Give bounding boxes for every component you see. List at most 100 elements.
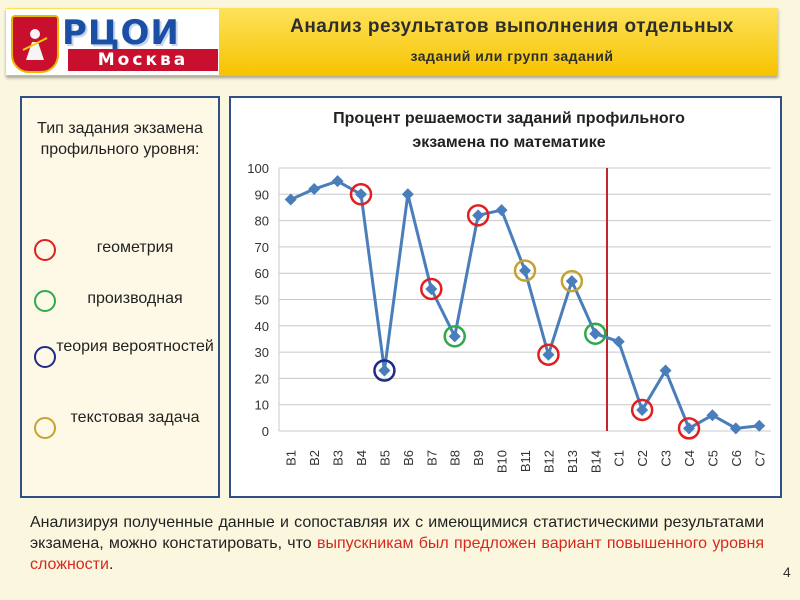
chart-title-line1: Процент решаемости заданий профильного — [333, 110, 685, 127]
x-tick-label: C3 — [659, 450, 674, 467]
data-point — [729, 422, 742, 435]
x-tick-label: C7 — [752, 450, 767, 467]
legend-item-probability: теория вероятностей — [22, 336, 218, 380]
y-tick-label: 80 — [255, 214, 269, 229]
data-point — [472, 209, 485, 222]
data-point — [284, 193, 297, 206]
rcoi-logo: РЦОИ Москва — [6, 9, 219, 75]
data-point — [401, 188, 414, 201]
data-point — [753, 419, 766, 432]
x-tick-label: B6 — [401, 450, 416, 466]
data-point — [706, 409, 719, 422]
highlight-circle — [466, 204, 490, 227]
x-tick-label: B7 — [424, 450, 439, 466]
circle-marker-icon — [34, 290, 56, 312]
legend-item-geometry: геометрия — [22, 237, 218, 261]
data-point — [308, 183, 321, 196]
x-tick-label: B4 — [354, 450, 369, 466]
y-tick-label: 20 — [255, 371, 269, 386]
x-tick-label: C6 — [729, 450, 744, 467]
chart-title-line2: экзамена по математике — [412, 134, 605, 151]
y-tick-label: 50 — [255, 293, 269, 308]
y-tick-label: 70 — [255, 240, 269, 255]
conclusion-normal: Анализируя полученные данные и сопоставл… — [30, 514, 764, 552]
x-tick-label: C4 — [682, 450, 697, 467]
chart-series — [284, 175, 766, 435]
legend-item-word-problem: текстовая задача — [22, 407, 218, 451]
slide-title: Анализ результатов выполнения отдельных … — [262, 16, 762, 64]
x-tick-label: B11 — [518, 450, 533, 472]
legend-panel: Тип задания экзамена профильного уровня:… — [20, 96, 220, 498]
x-tick-label: B9 — [471, 450, 486, 466]
x-tick-label: B14 — [588, 450, 603, 473]
x-tick-label: B3 — [331, 450, 346, 466]
data-point — [683, 422, 695, 435]
data-point — [659, 364, 672, 377]
legend-item-derivative: производная — [22, 288, 218, 312]
x-tick-label: B2 — [307, 450, 322, 466]
y-tick-label: 100 — [247, 161, 269, 176]
x-tick-label: B13 — [565, 450, 580, 473]
highlight-circle — [349, 183, 373, 206]
logo-top-text: РЦОИ — [62, 13, 180, 53]
highlight-circle — [537, 343, 560, 366]
legend-label: геометрия — [96, 239, 174, 256]
y-tick-label: 10 — [255, 398, 269, 413]
series-line — [290, 179, 760, 430]
slide-title-line2: заданий или групп заданий — [410, 48, 614, 64]
circle-marker-icon — [34, 346, 56, 368]
x-tick-label: B10 — [495, 450, 510, 473]
chart-container: Процент решаемости заданий профильного э… — [229, 96, 782, 498]
conclusion-highlight: выпускникам был предложен вариант повыше… — [30, 535, 764, 573]
highlight-circle — [560, 269, 584, 293]
highlight-circle — [584, 322, 607, 345]
y-tick-label: 40 — [255, 319, 269, 334]
data-point — [331, 175, 344, 188]
data-point — [589, 327, 602, 340]
line-chart: Процент решаемости заданий профильного э… — [247, 110, 771, 473]
y-tick-label: 0 — [262, 424, 269, 439]
circle-marker-icon — [34, 239, 56, 261]
data-point — [519, 264, 531, 277]
highlight-circles — [349, 183, 701, 440]
highlight-circle — [373, 359, 396, 382]
data-point — [355, 188, 367, 201]
chart-gridlines — [278, 167, 771, 432]
x-tick-label: C1 — [612, 450, 627, 467]
y-tick-label: 90 — [255, 187, 269, 202]
highlight-circle — [420, 277, 443, 301]
logo-bottom-text: Москва — [68, 49, 218, 71]
legend-label: текстовая задача — [70, 409, 200, 426]
y-axis-tick-labels: 0 10 20 30 40 50 60 70 80 90 100 — [247, 161, 269, 439]
highlight-circle — [677, 417, 701, 440]
legend-title: Тип задания экзамена профильного уровня: — [37, 120, 203, 158]
x-tick-label: C5 — [705, 450, 720, 467]
data-point — [448, 330, 461, 343]
data-point — [612, 335, 625, 348]
data-point — [495, 204, 508, 217]
conclusion-text: Анализируя полученные данные и сопоставл… — [30, 512, 764, 575]
x-tick-label: B8 — [448, 450, 463, 466]
x-tick-label: C2 — [635, 450, 650, 467]
circle-marker-icon — [34, 417, 56, 439]
data-point — [378, 364, 391, 377]
legend-label: теория вероятностей — [56, 338, 214, 355]
legend-label: производная — [87, 290, 183, 307]
x-tick-label: B5 — [377, 450, 392, 466]
y-tick-label: 30 — [255, 345, 269, 360]
y-tick-label: 60 — [255, 266, 269, 281]
x-axis-tick-labels: B1 B2 B3 B4 B5 B6 B7 B8 B9 B10 B11 B12 B13 B14 C1 C2 C3 C… — [284, 450, 768, 473]
data-point — [636, 403, 649, 416]
data-point — [425, 282, 438, 295]
slide-title-line1: Анализ результатов выполнения отдельных — [290, 16, 734, 37]
x-tick-label: B1 — [284, 450, 299, 466]
data-point — [565, 275, 578, 288]
highlight-circle — [513, 259, 537, 282]
conclusion-end: . — [108, 556, 114, 573]
x-tick-label: B12 — [541, 450, 556, 473]
highlight-circle — [443, 325, 466, 348]
highlight-circle — [630, 398, 654, 422]
page-number: 4 — [783, 564, 791, 580]
data-point — [542, 348, 555, 361]
moscow-coat-of-arms-icon — [11, 15, 59, 73]
